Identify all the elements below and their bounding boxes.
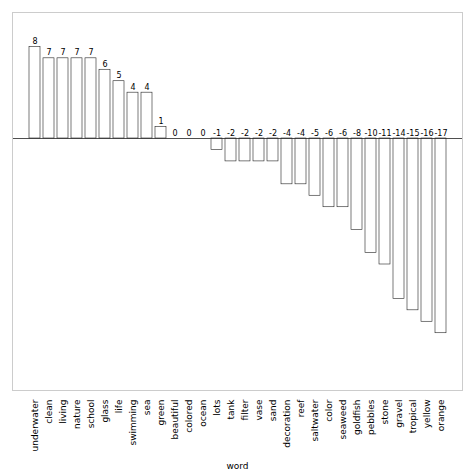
svg-text:-2: -2 (255, 129, 263, 138)
svg-text:glass: glass (100, 399, 110, 422)
svg-text:-4: -4 (297, 129, 305, 138)
svg-text:colored: colored (184, 400, 194, 433)
svg-text:8: 8 (32, 37, 37, 46)
svg-text:7: 7 (88, 48, 93, 57)
svg-text:0: 0 (200, 129, 205, 138)
svg-text:nature: nature (72, 399, 82, 429)
svg-text:swimming: swimming (128, 400, 138, 446)
svg-text:-8: -8 (353, 129, 361, 138)
svg-text:-10: -10 (364, 129, 377, 138)
svg-text:5: 5 (116, 71, 121, 80)
svg-text:tank: tank (226, 399, 236, 420)
svg-text:word: word (226, 461, 248, 471)
svg-text:0: 0 (186, 129, 191, 138)
svg-text:7: 7 (60, 48, 65, 57)
svg-text:-1: -1 (213, 129, 221, 138)
svg-text:0: 0 (172, 129, 177, 138)
svg-text:beautiful: beautiful (170, 400, 180, 440)
svg-text:1: 1 (158, 117, 163, 126)
svg-text:-4: -4 (283, 129, 291, 138)
svg-text:tropical: tropical (408, 400, 418, 434)
svg-text:-17: -17 (434, 129, 447, 138)
svg-text:life: life (114, 399, 124, 413)
svg-text:reef: reef (296, 399, 306, 418)
svg-text:pebbles: pebbles (366, 399, 376, 435)
svg-text:yellow: yellow (422, 400, 432, 429)
svg-text:sea: sea (142, 400, 152, 416)
svg-text:-11: -11 (378, 129, 391, 138)
svg-text:school: school (86, 400, 96, 429)
svg-text:4: 4 (130, 83, 135, 92)
svg-text:goldfish: goldfish (352, 400, 362, 436)
svg-text:living: living (58, 400, 68, 424)
svg-text:decoration: decoration (282, 400, 292, 448)
svg-text:filter: filter (240, 399, 250, 420)
svg-text:-5: -5 (311, 129, 319, 138)
svg-text:gravel: gravel (394, 400, 404, 428)
svg-text:seaweed: seaweed (338, 400, 348, 440)
svg-text:-2: -2 (241, 129, 249, 138)
svg-text:sand: sand (268, 400, 278, 422)
svg-text:lots: lots (212, 399, 222, 416)
svg-text:-16: -16 (420, 129, 433, 138)
svg-text:clean: clean (44, 400, 54, 424)
svg-text:7: 7 (74, 48, 79, 57)
svg-text:vase: vase (254, 399, 264, 421)
svg-text:underwater: underwater (30, 399, 40, 451)
svg-text:6: 6 (102, 60, 107, 69)
svg-text:orange: orange (436, 399, 446, 431)
svg-text:stone: stone (380, 399, 390, 424)
svg-text:color: color (324, 399, 334, 421)
svg-text:-6: -6 (339, 129, 347, 138)
svg-text:ocean: ocean (198, 400, 208, 427)
svg-text:green: green (156, 400, 166, 426)
svg-text:-2: -2 (227, 129, 235, 138)
svg-text:-2: -2 (269, 129, 277, 138)
svg-text:-15: -15 (406, 129, 419, 138)
svg-text:-14: -14 (392, 129, 405, 138)
svg-text:-6: -6 (325, 129, 333, 138)
svg-text:saltwater: saltwater (310, 399, 320, 441)
svg-text:4: 4 (144, 83, 149, 92)
svg-text:7: 7 (46, 48, 51, 57)
